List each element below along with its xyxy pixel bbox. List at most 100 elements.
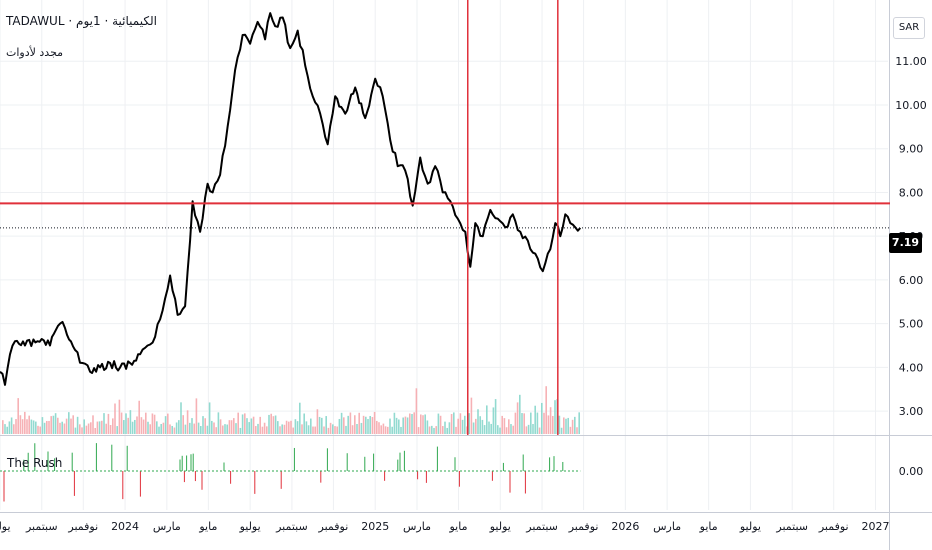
- volume-bar: [107, 413, 110, 434]
- company-label: الكيميائية: [112, 14, 157, 28]
- volume-bar: [446, 427, 448, 434]
- volume-bar: [175, 422, 178, 434]
- y-tick-label: 3.00: [899, 405, 924, 418]
- volume-bar: [574, 416, 576, 434]
- currency-button[interactable]: SAR: [893, 17, 925, 39]
- volume-bar: [114, 403, 116, 434]
- volume-bar: [57, 417, 59, 434]
- volume-bar: [457, 418, 459, 434]
- x-tick-label: 2024: [111, 520, 139, 533]
- interval-label[interactable]: 1يوم: [76, 14, 101, 28]
- volume-bar: [459, 413, 462, 434]
- volume-bar: [477, 409, 479, 434]
- volume-bar: [536, 412, 539, 434]
- volume-bar: [455, 426, 457, 434]
- volume-bar: [270, 413, 272, 434]
- volume-bar: [147, 421, 149, 434]
- volume-bar: [228, 420, 231, 434]
- volume-bar: [571, 419, 574, 434]
- volume-bar: [96, 421, 99, 434]
- y-tick-label: 11.00: [895, 55, 927, 68]
- volume-bar: [426, 420, 429, 434]
- x-tick-label: سبتمبر: [25, 520, 58, 533]
- volume-bar: [74, 427, 77, 434]
- volume-bar: [444, 421, 446, 434]
- x-tick-label: سبتمبر: [775, 520, 808, 533]
- volume-bar: [316, 409, 319, 434]
- volume-bar: [202, 416, 204, 434]
- volume-bar: [83, 419, 85, 434]
- last-price-label: 7.19: [889, 233, 922, 253]
- volume-bar: [70, 418, 72, 434]
- volume-bar: [424, 414, 426, 434]
- volume-bar: [226, 424, 228, 434]
- volume-bar: [164, 416, 167, 434]
- volume-bar: [127, 417, 129, 434]
- volume-bar: [171, 425, 173, 434]
- volume-bar: [525, 426, 528, 434]
- x-tick-label: مايو: [449, 520, 468, 533]
- volume-bar: [87, 423, 90, 434]
- volume-bar: [321, 417, 323, 434]
- volume-bar: [193, 423, 195, 434]
- volume-bar: [182, 415, 184, 434]
- volume-bar: [310, 418, 312, 434]
- volume-bar: [145, 412, 147, 434]
- volume-bar: [380, 425, 382, 434]
- x-tick-label: 2027: [861, 520, 889, 533]
- volume-bar: [382, 423, 385, 434]
- x-tick-label: يوليو: [0, 520, 11, 533]
- volume-bar: [351, 425, 354, 434]
- volume-bar: [336, 426, 338, 434]
- volume-bar: [191, 418, 193, 434]
- volume-bar: [13, 424, 15, 434]
- volume-bar: [211, 420, 213, 434]
- x-tick-label: سبتمبر: [525, 520, 558, 533]
- volume-bar: [244, 413, 246, 434]
- volume-bar: [266, 426, 268, 434]
- volume-bar: [400, 426, 402, 434]
- title-separator-2: ·: [104, 14, 109, 28]
- volume-bar: [527, 424, 530, 434]
- volume-bar: [120, 412, 123, 434]
- volume-bar: [371, 417, 374, 434]
- volume-bar: [160, 423, 162, 434]
- volume-bar: [428, 426, 431, 434]
- volume-bar: [340, 412, 343, 434]
- volume-bar: [461, 419, 464, 434]
- volume-bars: [2, 386, 580, 434]
- volume-bar: [503, 418, 506, 434]
- volume-bar: [530, 412, 532, 434]
- symbol-label[interactable]: TADAWUL: [6, 14, 65, 28]
- volume-bar: [85, 425, 88, 434]
- volume-bar: [312, 426, 314, 434]
- volume-bar: [494, 399, 497, 434]
- volume-bar: [523, 413, 525, 434]
- volume-bar: [466, 426, 468, 434]
- volume-bar: [259, 416, 261, 434]
- volume-bar: [63, 423, 66, 434]
- volume-bar: [43, 422, 46, 434]
- volume-bar: [41, 417, 44, 434]
- volume-bar: [508, 419, 510, 434]
- indicator-title[interactable]: The Rush: [7, 456, 63, 470]
- x-tick-label: مارس: [653, 520, 681, 533]
- volume-bar: [15, 419, 17, 434]
- volume-bar: [46, 420, 48, 434]
- volume-bar: [307, 425, 310, 434]
- volume-bar: [250, 418, 253, 434]
- volume-bar: [39, 426, 41, 434]
- volume-bar: [301, 424, 303, 434]
- volume-bar: [248, 422, 250, 434]
- volume-bar: [387, 426, 389, 434]
- volume-bar: [125, 413, 127, 434]
- title-separator: ·: [68, 14, 73, 28]
- volume-bar: [167, 413, 169, 434]
- volume-bar: [288, 421, 290, 434]
- volume-bar: [294, 419, 297, 434]
- volume-bar: [200, 426, 202, 434]
- volume-bar: [129, 410, 132, 434]
- volume-bar: [329, 422, 332, 434]
- volume-bar: [28, 415, 30, 434]
